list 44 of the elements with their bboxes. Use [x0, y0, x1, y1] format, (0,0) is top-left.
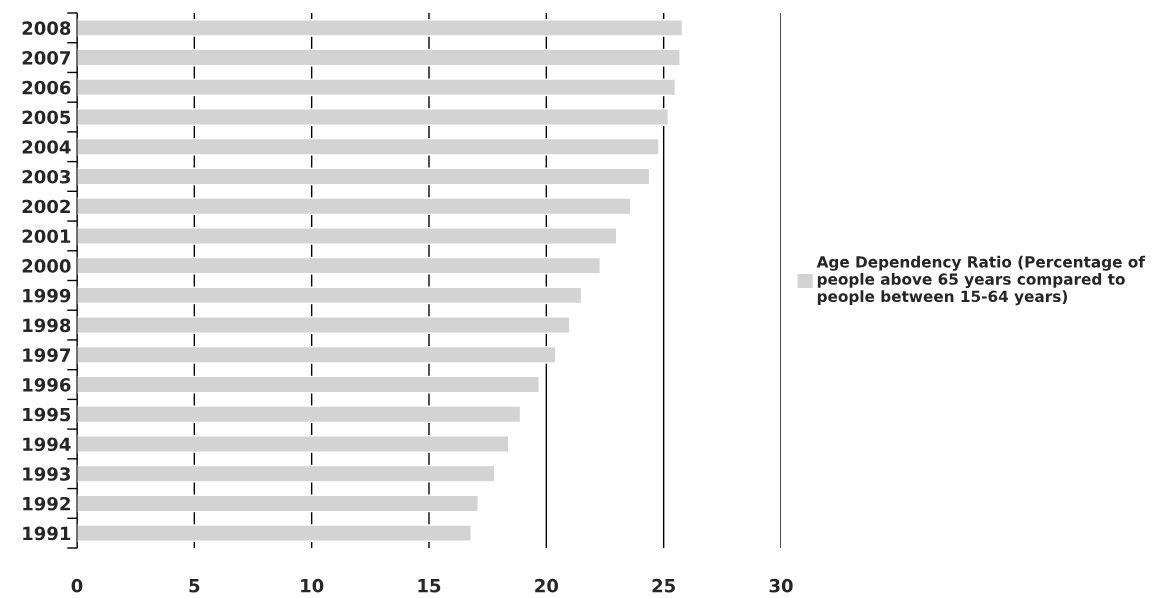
- legend-label: Age Dependency Ratio (Percentage of people above 65 years compared to people between 15-64 years): [816, 255, 1146, 306]
- y-tick-label: 1999: [23, 288, 71, 303]
- x-tick-label: 10: [301, 578, 324, 593]
- x-tick-label: 30: [769, 578, 793, 593]
- bar: [77, 18, 684, 37]
- x-tick-label: 25: [652, 578, 675, 593]
- bar: [77, 108, 670, 126]
- bar: [77, 405, 522, 424]
- y-tick-label: 1995: [23, 407, 71, 422]
- y-tick-label: 2001: [22, 229, 71, 244]
- y-tick-label: 2006: [22, 80, 71, 95]
- y-tick-label: 2002: [22, 199, 70, 214]
- y-tick-label: 1994: [23, 437, 71, 452]
- y-tick-label: 2003: [22, 169, 71, 184]
- y-tick-label: 2000: [22, 259, 71, 273]
- y-tick-label: 2008: [22, 21, 71, 35]
- bar: [77, 167, 651, 186]
- y-tick-label: 1991: [23, 526, 71, 541]
- bar: [77, 316, 571, 334]
- bar: [77, 197, 632, 216]
- y-tick-label: 2004: [22, 140, 71, 154]
- bar: [77, 256, 602, 275]
- y-tick-label: 1998: [23, 318, 71, 333]
- x-tick-label: 15: [418, 579, 441, 593]
- bar: [77, 464, 496, 483]
- bar: [77, 286, 583, 305]
- bar: [77, 345, 557, 364]
- bar: [77, 494, 479, 513]
- bar: [77, 375, 540, 394]
- x-tick-label: 20: [535, 578, 559, 593]
- y-tick-label: 2005: [22, 110, 71, 125]
- y-tick-label: 1997: [23, 348, 71, 362]
- bar: [77, 48, 681, 67]
- y-tick-label: 1993: [23, 467, 71, 481]
- bar: [77, 435, 510, 453]
- y-tick-label: 2007: [22, 51, 71, 65]
- bar: [77, 227, 618, 245]
- bar: [77, 137, 660, 156]
- x-tick-label: 5: [189, 579, 200, 593]
- bar: [77, 524, 472, 543]
- x-tick-label: 0: [71, 578, 83, 593]
- y-tick-label: 1996: [23, 378, 71, 392]
- bar: [77, 78, 677, 97]
- y-tick-label: 1992: [23, 496, 70, 511]
